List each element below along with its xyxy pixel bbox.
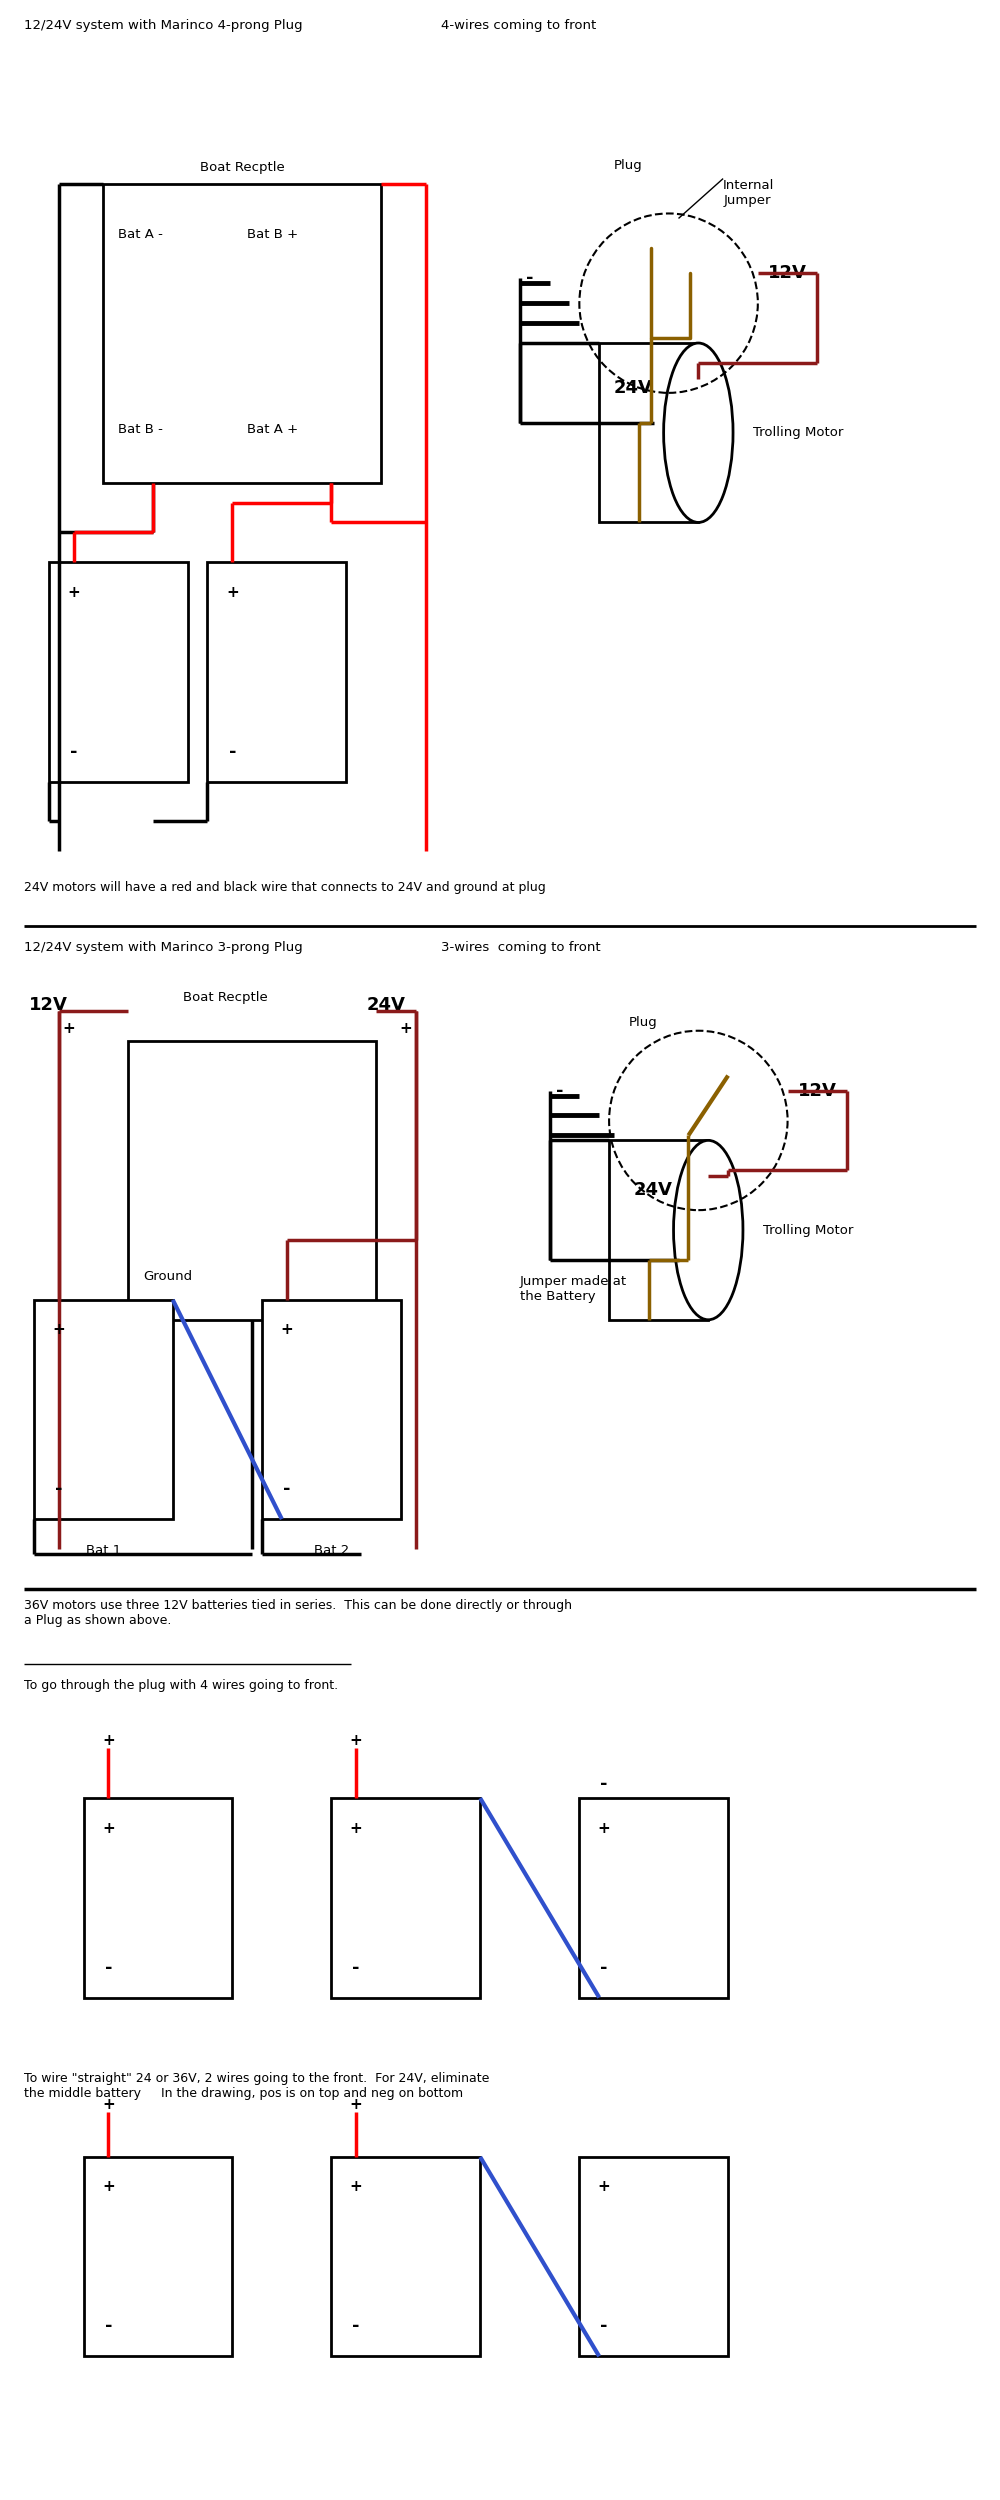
Bar [331, 1798, 480, 1998]
Text: -: - [229, 742, 236, 760]
Bar [331, 2158, 480, 2358]
Text: -: - [352, 1958, 360, 1978]
Text: Trolling Motor: Trolling Motor [763, 1222, 853, 1238]
Text: +: + [67, 585, 80, 600]
Text: +: + [226, 585, 239, 600]
Text: +: + [350, 2098, 363, 2112]
Text: -: - [352, 2318, 360, 2335]
Text: 36V motors use three 12V batteries tied in series.  This can be done directly or: 36V motors use three 12V batteries tied … [24, 1600, 572, 1628]
Text: +: + [598, 1820, 611, 1835]
Text: -: - [526, 270, 534, 288]
Bar [579, 2158, 728, 2358]
Text: +: + [280, 1322, 293, 1338]
Text: -: - [600, 2318, 608, 2335]
Text: -: - [105, 1958, 112, 1978]
Text: Bat 1: Bat 1 [86, 1545, 121, 1558]
Text: 12V: 12V [798, 1082, 836, 1100]
Text: -: - [105, 2318, 112, 2335]
Text: -: - [600, 1775, 608, 1792]
Text: Trolling Motor: Trolling Motor [753, 425, 843, 440]
Text: To wire "straight" 24 or 36V, 2 wires going to the front.  For 24V, eliminate
th: To wire "straight" 24 or 36V, 2 wires go… [24, 2072, 489, 2100]
Bar [103, 182, 381, 482]
Text: +: + [350, 1820, 363, 1835]
Text: +: + [62, 1020, 75, 1035]
Text: Plug: Plug [614, 158, 643, 172]
Text: 4-wires coming to front: 4-wires coming to front [441, 20, 596, 32]
Bar [599, 342, 698, 522]
Text: Bat A +: Bat A + [247, 422, 298, 435]
Text: 12V: 12V [29, 995, 68, 1015]
Text: +: + [598, 2180, 611, 2195]
Text: +: + [102, 1820, 115, 1835]
Text: +: + [52, 1322, 65, 1338]
Bar [49, 562, 188, 782]
Text: -: - [55, 1480, 62, 1498]
Text: Bat B +: Bat B + [247, 228, 298, 242]
Bar [579, 1798, 728, 1998]
Text: 24V motors will have a red and black wire that connects to 24V and ground at plu: 24V motors will have a red and black wir… [24, 880, 546, 895]
Text: 12V: 12V [768, 265, 807, 282]
Bar [609, 1140, 708, 1320]
Text: Boat Recptle: Boat Recptle [200, 160, 285, 172]
Ellipse shape [674, 1140, 743, 1320]
Bar [262, 1300, 401, 1520]
Text: 24V: 24V [634, 1180, 673, 1200]
Text: 24V: 24V [366, 995, 405, 1015]
Text: Bat B -: Bat B - [118, 422, 163, 435]
Text: Boat Recptle: Boat Recptle [183, 990, 267, 1005]
Bar [207, 562, 346, 782]
Text: Ground: Ground [143, 1270, 192, 1282]
Text: 24V: 24V [614, 380, 653, 398]
Bar [84, 1798, 232, 1998]
Text: -: - [70, 742, 77, 760]
Text: +: + [102, 2180, 115, 2195]
Bar [84, 2158, 232, 2358]
Text: +: + [399, 1020, 412, 1035]
Text: 12/24V system with Marinco 3-prong Plug: 12/24V system with Marinco 3-prong Plug [24, 940, 303, 955]
Text: Plug: Plug [629, 1015, 658, 1030]
Text: -: - [283, 1480, 291, 1498]
Ellipse shape [664, 342, 733, 522]
Text: +: + [350, 2180, 363, 2195]
Text: -: - [556, 1082, 563, 1100]
Text: +: + [350, 1732, 363, 1747]
Text: 12/24V system with Marinco 4-prong Plug: 12/24V system with Marinco 4-prong Plug [24, 20, 303, 32]
Text: +: + [102, 2098, 115, 2112]
Bar [128, 1040, 376, 1320]
Text: To go through the plug with 4 wires going to front.: To go through the plug with 4 wires goin… [24, 1678, 338, 1692]
Text: Bat 2: Bat 2 [314, 1545, 349, 1558]
Text: Jumper made at
the Battery: Jumper made at the Battery [520, 1275, 627, 1302]
Text: 3-wires  coming to front: 3-wires coming to front [441, 940, 600, 955]
Text: +: + [102, 1732, 115, 1747]
Text: Internal
Jumper: Internal Jumper [723, 177, 775, 208]
Text: -: - [600, 1958, 608, 1978]
Text: Bat A -: Bat A - [118, 228, 163, 242]
Bar [34, 1300, 173, 1520]
